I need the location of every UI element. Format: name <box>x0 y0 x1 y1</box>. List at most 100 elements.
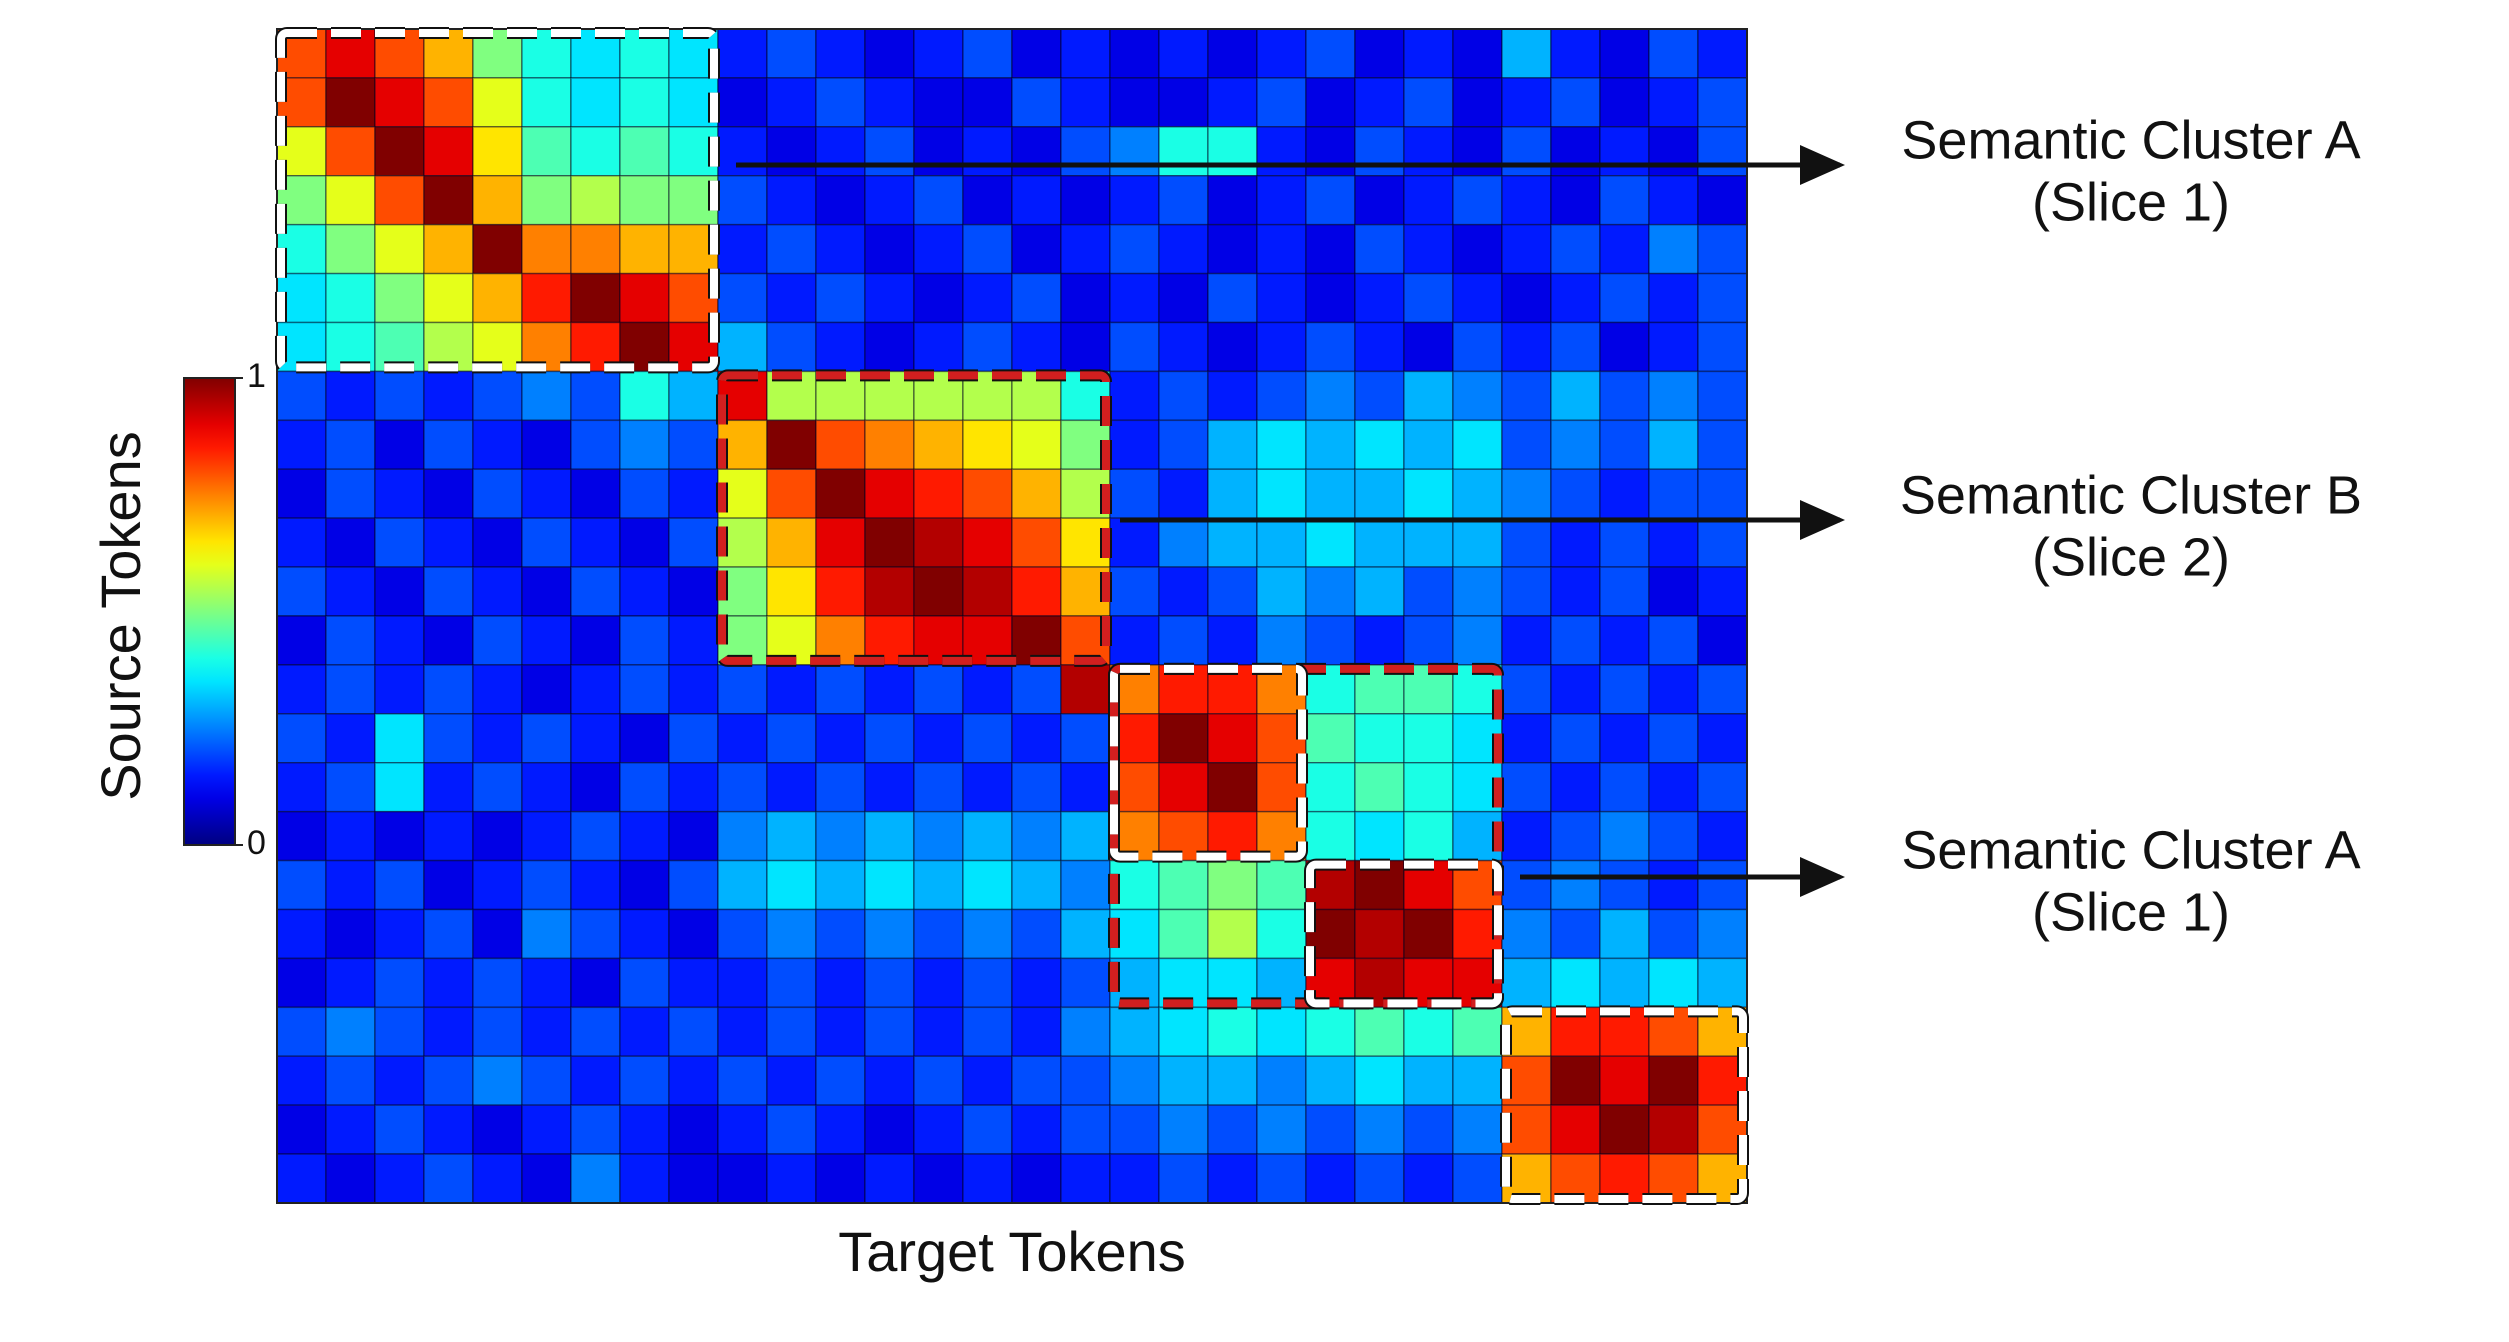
heatmap-cell <box>1648 28 1699 79</box>
heatmap-cell <box>1011 908 1062 960</box>
heatmap-cell <box>1354 566 1405 617</box>
heatmap-cell <box>1501 223 1552 275</box>
heatmap-cell <box>1697 810 1748 862</box>
heatmap-cell <box>962 664 1013 715</box>
heatmap-cell <box>1550 468 1601 519</box>
heatmap-cell <box>962 908 1013 960</box>
heatmap-cell <box>1550 1055 1601 1106</box>
heatmap-cell <box>325 272 376 324</box>
heatmap-cell <box>472 468 523 519</box>
heatmap-cell <box>472 419 523 471</box>
heatmap-cell <box>864 272 915 324</box>
heatmap-cell <box>668 566 719 617</box>
heatmap-cell <box>1599 1055 1650 1106</box>
heatmap-cell <box>962 713 1013 764</box>
heatmap-cell <box>1256 1153 1307 1204</box>
heatmap-cell <box>276 713 327 764</box>
heatmap-cell <box>1109 615 1160 666</box>
heatmap-cell <box>1207 77 1258 128</box>
heatmap-cell <box>1109 566 1160 617</box>
heatmap-cell <box>570 77 621 128</box>
heatmap-cell <box>1207 1153 1258 1204</box>
heatmap-cell <box>815 1006 866 1057</box>
heatmap-cell <box>1403 28 1454 79</box>
heatmap-cell <box>1550 175 1601 226</box>
heatmap-cell <box>1403 223 1454 275</box>
heatmap-cell <box>1697 28 1748 79</box>
y-axis-label: Source Tokens <box>89 431 152 800</box>
heatmap-cell <box>619 859 670 911</box>
heatmap-cell <box>1011 175 1062 226</box>
heatmap-cell <box>374 615 425 666</box>
heatmap-cell <box>766 1104 817 1155</box>
heatmap-cell <box>1256 175 1307 226</box>
heatmap-cell <box>1207 566 1258 617</box>
heatmap-cell <box>570 370 621 422</box>
heatmap-cell <box>374 859 425 911</box>
heatmap-cell <box>1550 664 1601 715</box>
heatmap-cell <box>521 272 572 324</box>
heatmap-cell <box>472 223 523 275</box>
heatmap-cell <box>1501 321 1552 373</box>
heatmap-cell <box>1501 908 1552 960</box>
heatmap-cell <box>1109 223 1160 275</box>
heatmap-cell <box>1599 175 1650 226</box>
heatmap-cell <box>668 419 719 471</box>
heatmap-cell <box>1452 223 1503 275</box>
heatmap-cell <box>521 1104 572 1155</box>
heatmap-cell <box>374 272 425 324</box>
heatmap-cell <box>1403 1104 1454 1155</box>
heatmap-cell <box>1109 1104 1160 1155</box>
heatmap-cell <box>325 1104 376 1155</box>
heatmap-cell <box>766 1055 817 1106</box>
heatmap-cell <box>423 566 474 617</box>
heatmap-cell <box>1060 908 1111 960</box>
heatmap-cell <box>1648 615 1699 666</box>
heatmap-cell <box>472 370 523 422</box>
heatmap-cell <box>1648 517 1699 568</box>
heatmap-cell <box>521 126 572 177</box>
heatmap-cell <box>1060 664 1111 715</box>
heatmap-cell <box>619 615 670 666</box>
heatmap-cell <box>913 810 964 862</box>
heatmap-cell <box>1158 126 1209 177</box>
heatmap-cell <box>1403 566 1454 617</box>
heatmap-cell <box>668 1006 719 1057</box>
heatmap-cell <box>766 859 817 911</box>
heatmap-cell <box>472 272 523 324</box>
heatmap-cell <box>1697 321 1748 373</box>
heatmap-cell <box>962 1153 1013 1204</box>
heatmap-cell <box>423 615 474 666</box>
heatmap-cell <box>962 517 1013 568</box>
heatmap-cell <box>1403 615 1454 666</box>
heatmap-cell <box>668 370 719 422</box>
heatmap-cell <box>276 957 327 1009</box>
heatmap-cell <box>1109 1006 1160 1057</box>
heatmap-cell <box>1011 321 1062 373</box>
heatmap-cell <box>962 28 1013 79</box>
heatmap-cell <box>1109 272 1160 324</box>
colorbar <box>183 377 236 846</box>
heatmap-cell <box>325 126 376 177</box>
heatmap-cell <box>1452 272 1503 324</box>
heatmap-cell <box>1354 468 1405 519</box>
heatmap-cell <box>1697 713 1748 764</box>
heatmap-cell <box>619 664 670 715</box>
heatmap-cell <box>1599 321 1650 373</box>
heatmap-cell <box>1550 419 1601 471</box>
heatmap-cell <box>766 468 817 519</box>
heatmap-cell <box>962 566 1013 617</box>
heatmap-cell <box>1501 126 1552 177</box>
heatmap-cell <box>521 370 572 422</box>
heatmap-cell <box>1207 223 1258 275</box>
heatmap-cell <box>423 957 474 1009</box>
heatmap-cell <box>913 908 964 960</box>
heatmap-cell <box>1599 126 1650 177</box>
heatmap-cell <box>521 566 572 617</box>
heatmap-cell <box>1354 370 1405 422</box>
heatmap-cell <box>1011 28 1062 79</box>
heatmap-cell <box>1060 1104 1111 1155</box>
heatmap-cell <box>815 908 866 960</box>
heatmap-cell <box>374 77 425 128</box>
heatmap-cell <box>1403 126 1454 177</box>
